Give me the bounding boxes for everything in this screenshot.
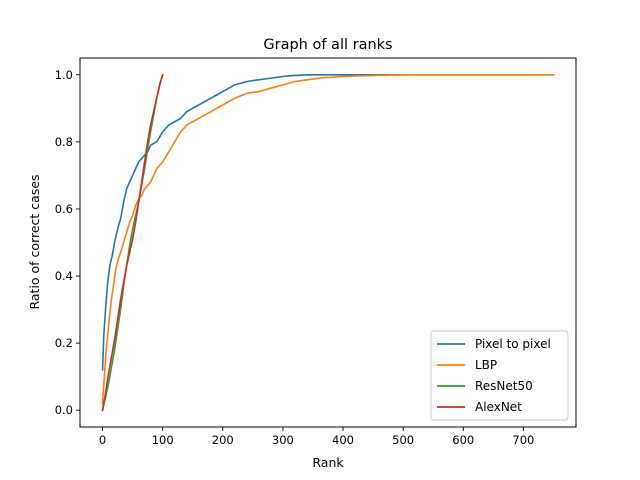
legend-label: LBP	[475, 358, 497, 372]
x-tick-label: 600	[452, 433, 474, 447]
x-tick-label: 500	[392, 433, 414, 447]
series-line-pixel-to-pixel	[101, 73, 555, 371]
y-tick-label: 0.2	[55, 336, 73, 350]
legend: Pixel to pixel LBP ResNet50 AlexNet	[430, 330, 569, 421]
series-layer	[101, 73, 555, 412]
y-tick-label: 1.0	[55, 68, 73, 82]
y-axis-ticks: 0.0 0.2 0.4 0.6 0.8 1.0	[55, 68, 80, 417]
x-tick-label: 700	[512, 433, 534, 447]
legend-label: AlexNet	[475, 400, 522, 414]
chart-title: Graph of all ranks	[263, 37, 392, 53]
y-tick-label: 0.8	[55, 135, 73, 149]
x-tick-label: 300	[272, 433, 294, 447]
y-tick-label: 0.6	[55, 202, 73, 216]
series-line-lbp	[101, 73, 555, 405]
x-tick-label: 400	[332, 433, 354, 447]
series-line-resnet50	[101, 73, 164, 412]
y-tick-label: 0.4	[55, 269, 73, 283]
x-tick-label: 0	[99, 433, 106, 447]
x-tick-label: 100	[152, 433, 174, 447]
legend-label: Pixel to pixel	[475, 337, 551, 351]
x-tick-label: 200	[212, 433, 234, 447]
legend-label: ResNet50	[475, 379, 533, 393]
y-axis-label: Ratio of correct cases	[27, 174, 42, 309]
y-tick-label: 0.0	[55, 403, 73, 417]
x-axis-ticks: 0 100 200 300 400 500 600 700	[99, 427, 534, 447]
x-axis-label: Rank	[312, 455, 344, 470]
legend-items: Pixel to pixel LBP ResNet50 AlexNet	[437, 337, 551, 414]
series-line-alexnet	[101, 73, 164, 412]
plot-frame	[79, 57, 577, 428]
legend-box	[430, 330, 569, 421]
